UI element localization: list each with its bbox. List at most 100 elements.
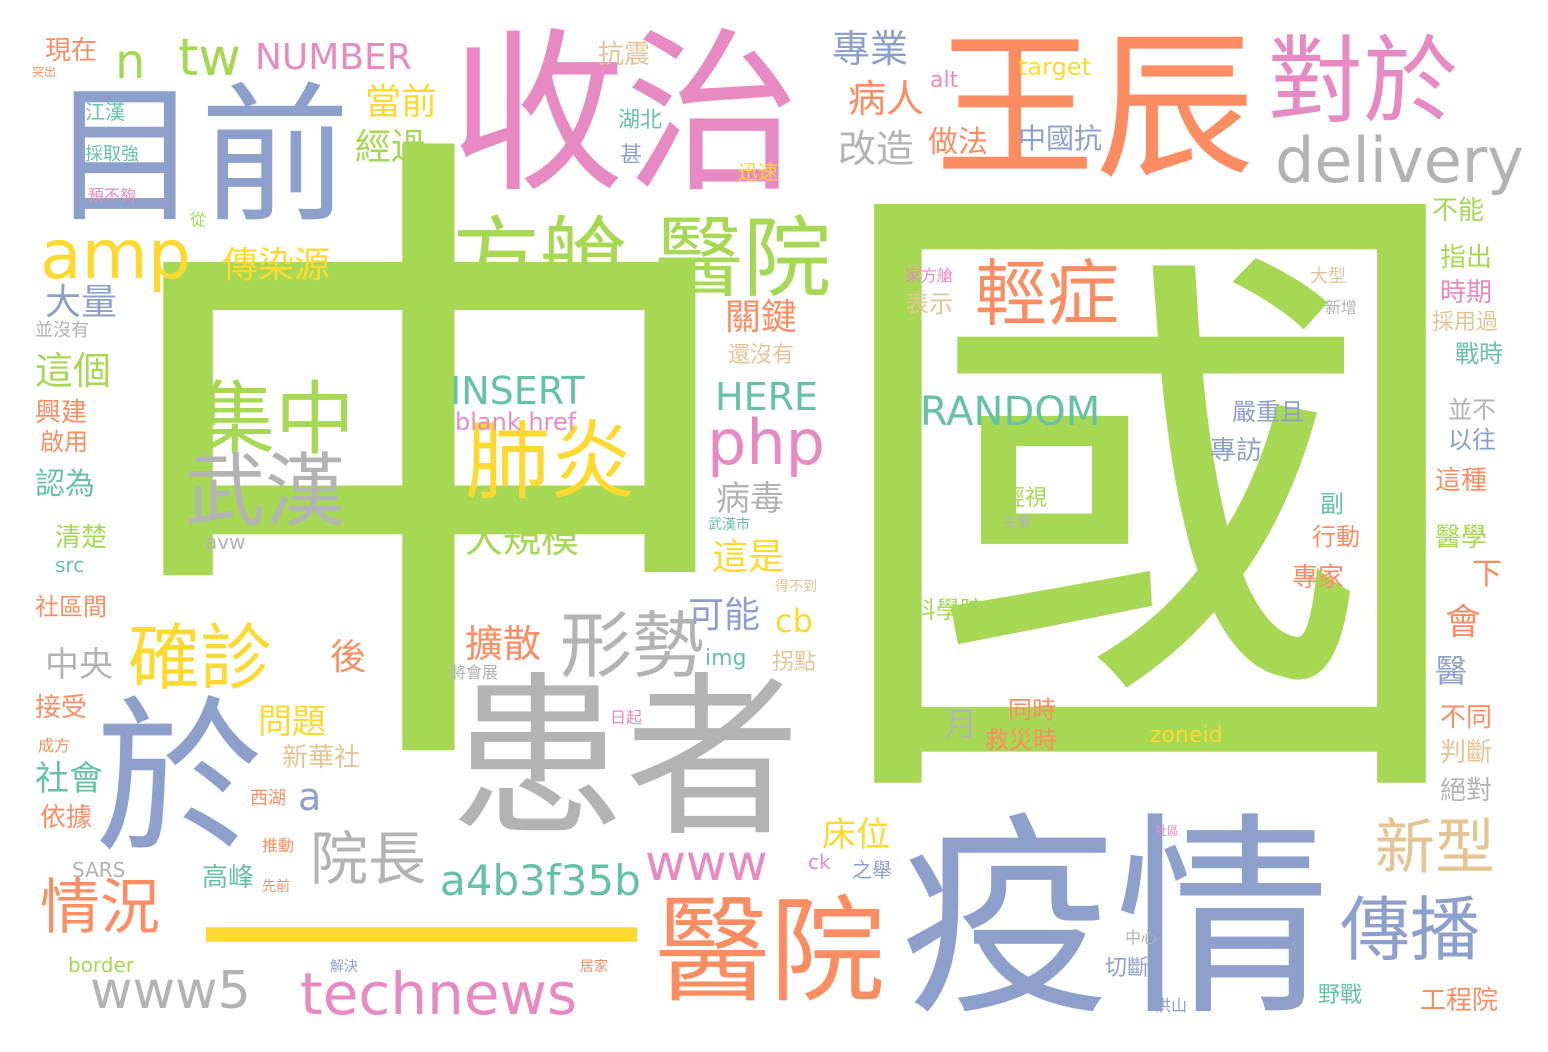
- word-shen: 甚: [620, 143, 643, 168]
- word-jiejue: 解決: [330, 959, 358, 975]
- word-jieshou: 接受: [35, 693, 88, 723]
- word-riqi: 日起: [610, 708, 643, 727]
- word-butong: 不同: [1440, 703, 1493, 733]
- word-duiyu: 對於: [1268, 27, 1459, 137]
- word-zhongyang: 中央: [45, 645, 113, 685]
- word-xinxing: 新型: [1375, 813, 1495, 883]
- word-shehui-small: 社區: [1155, 824, 1180, 838]
- word-jizhong: 集中: [195, 373, 355, 466]
- word-INSERT: INSERT: [450, 369, 585, 413]
- word-blank-href: blank href: [455, 408, 577, 436]
- word-fu: 副: [1320, 490, 1344, 518]
- word-avw: avw: [205, 530, 246, 554]
- word-amp: amp: [40, 216, 192, 295]
- word-shouzhi: 收治: [450, 14, 800, 217]
- word-huanzhe: 患者: [450, 658, 800, 861]
- word-chuanbo: 傳播: [1340, 889, 1480, 971]
- word-php: php: [707, 406, 826, 479]
- word-www5: www5: [90, 961, 251, 1021]
- word-queezhen: 確診: [128, 616, 273, 700]
- word-zhiju: 之舉: [852, 858, 892, 882]
- word-hongshan: 洪山: [1155, 996, 1188, 1015]
- word-wangchen: 王辰: [935, 14, 1256, 201]
- word-zhichu: 指出: [1440, 243, 1493, 273]
- word-zhongguokang: 中國抗: [1018, 122, 1103, 155]
- word-ck: ck: [808, 850, 831, 874]
- word-buneng: 不能: [1432, 196, 1485, 226]
- word-zuofa: 做法: [928, 125, 988, 160]
- word-yanzhong: 嚴重且: [1232, 398, 1304, 426]
- word-yezhan: 野戰: [1318, 983, 1363, 1008]
- word-shehui: 社會: [35, 759, 103, 799]
- word-hou: 後: [330, 637, 367, 678]
- word-chuangwei: 床位: [822, 815, 890, 855]
- word-NUMBER: NUMBER: [255, 37, 412, 78]
- word-qiyong: 啟用: [40, 428, 88, 456]
- word-yixue: 醫學: [1435, 523, 1488, 553]
- word-technews: technews: [300, 960, 578, 1028]
- word-hubei: 湖北: [618, 108, 663, 133]
- word-RANDOM: RANDOM: [920, 389, 1101, 435]
- word-yiyuan-top: 醫院: [655, 207, 832, 310]
- word-dash: —: [180, 860, 663, 994]
- word-img: img: [705, 646, 747, 671]
- word-delivery: delivery: [1275, 124, 1524, 197]
- word-target: target: [1018, 53, 1091, 81]
- word-tongshi: 同時: [1008, 696, 1056, 724]
- word-jujia: 居家: [580, 959, 608, 975]
- word-SARS: SARS: [72, 858, 126, 882]
- word-chuanranyuan: 傳染源: [222, 245, 331, 286]
- word-bingmeiyou: 並沒有: [35, 320, 89, 341]
- word-fangcang: 方艙: [452, 207, 629, 310]
- word-bingren: 病人: [848, 77, 925, 121]
- word-hui: 會: [1445, 602, 1482, 643]
- word-qingkuang: 情況: [40, 873, 160, 943]
- word-qingchu: 清楚: [55, 523, 108, 553]
- word-zhong: 中: [100, 85, 760, 854]
- word-qingzheng: 輕症: [975, 252, 1120, 336]
- word-biaoshi: 表示: [905, 290, 953, 318]
- word-jiangHan: 江漢: [85, 100, 125, 124]
- word-HERE: HERE: [715, 375, 818, 419]
- word-yiju: 依據: [40, 803, 93, 833]
- word-a-small: a: [298, 775, 322, 819]
- word-gaizao: 改造: [838, 127, 915, 171]
- word-yuanzhang: 院長: [310, 825, 427, 893]
- word-budao: 得不到: [775, 579, 817, 595]
- word-xingshi: 形勢: [560, 604, 705, 688]
- word-www: www: [645, 834, 768, 892]
- word-wenti: 問題: [258, 702, 326, 742]
- word-src: src: [55, 553, 85, 577]
- word-yiqing: 疫情: [900, 794, 1330, 1045]
- word-xingdong: 行動: [1312, 523, 1360, 551]
- word-panduan: 判斷: [1440, 738, 1493, 768]
- word-tuidong: 推動: [262, 836, 295, 855]
- word-a4b3f35b: a4b3f35b: [440, 856, 641, 905]
- word-yi-med: 醫: [1435, 652, 1468, 690]
- word-zhanshi: 戰時: [1455, 340, 1503, 368]
- word-jiangjiang: 將會展: [450, 663, 499, 682]
- word-bingdu: 病毒: [716, 479, 784, 519]
- word-kexueyuan: 科學院: [912, 596, 984, 624]
- word-daliang: 大量: [45, 282, 118, 323]
- word-xinzeng: 新增: [1325, 298, 1358, 317]
- word-bingbu: 並不: [1448, 396, 1496, 424]
- word-gongchengyuan: 工程院: [1420, 986, 1499, 1016]
- word-qieduan: 切斷: [1105, 956, 1150, 981]
- word-zhongxin: 中心: [1125, 928, 1158, 947]
- word-border: border: [68, 953, 135, 977]
- word-xunsu: 迅速: [738, 160, 778, 184]
- word-xia: 下: [1472, 557, 1502, 592]
- word-dagui: 大規模: [465, 517, 580, 561]
- word-caiyongguo: 採用過: [1432, 310, 1499, 335]
- word-feiyan: 肺炎: [465, 413, 636, 512]
- word-cong: 從: [190, 210, 207, 229]
- word-zhezhong: 這種: [1435, 466, 1488, 496]
- word-alt: alt: [930, 68, 959, 93]
- word-zhuanye: 專業: [832, 27, 909, 71]
- word-shequjian: 社區間: [35, 593, 107, 621]
- word-zoneid: zoneid: [1150, 723, 1223, 748]
- word-kangzhen: 抗震: [598, 40, 651, 70]
- word-zhuanfang: 專訪: [1210, 436, 1263, 466]
